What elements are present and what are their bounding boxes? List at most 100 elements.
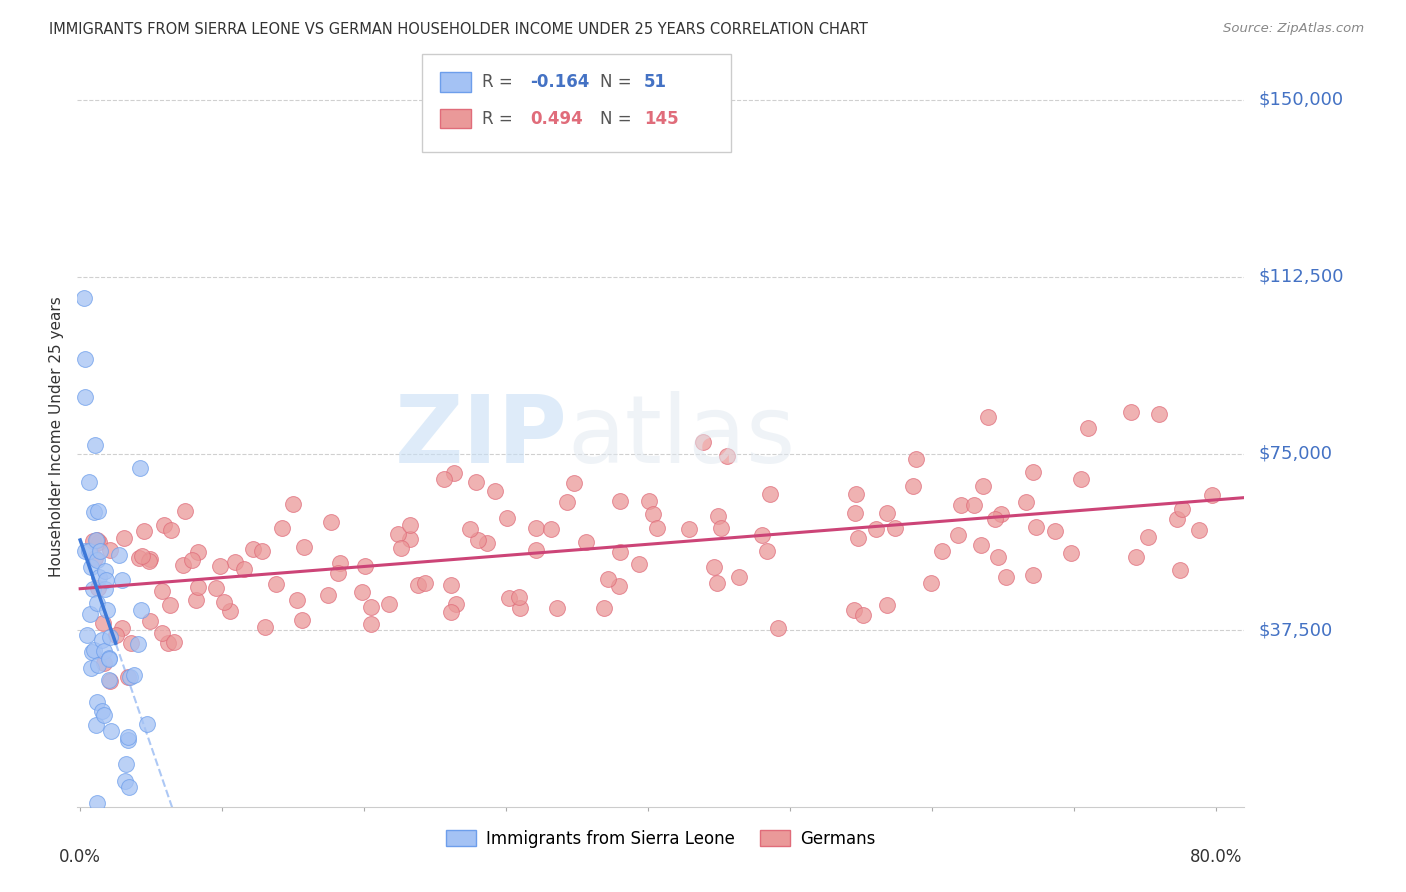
Point [852, 608, 875, 623]
Text: R =: R = [482, 110, 519, 128]
Point [972, 479, 994, 493]
Point [153, 517, 176, 532]
Point [87, 504, 110, 518]
Point [703, 560, 725, 574]
Point [118, 669, 141, 683]
Point [84, 438, 107, 452]
Point [360, 599, 382, 614]
Point [186, 593, 208, 607]
Point [93, 708, 115, 723]
Point [118, 780, 141, 794]
Point [214, 595, 236, 609]
Point [1025, 519, 1047, 533]
Point [1119, 405, 1142, 419]
Point [876, 598, 898, 612]
Point [86, 695, 108, 709]
Point [86, 553, 108, 567]
Point [328, 566, 350, 580]
Point [387, 527, 409, 541]
Point [73, 291, 96, 305]
Point [319, 515, 342, 529]
Point [287, 593, 309, 607]
Text: 80.0%: 80.0% [1189, 848, 1241, 866]
Point [984, 511, 1007, 525]
Point [1022, 568, 1045, 582]
Point [73, 390, 96, 404]
Point [1015, 495, 1038, 509]
Point [127, 637, 149, 651]
Point [399, 518, 422, 533]
Point [876, 506, 898, 520]
Text: N =: N = [600, 73, 637, 91]
Point [138, 554, 160, 568]
Point [107, 548, 129, 562]
Text: $112,500: $112,500 [1258, 268, 1344, 285]
Text: IMMIGRANTS FROM SIERRA LEONE VS GERMAN HOUSEHOLDER INCOME UNDER 25 YEARS CORRELA: IMMIGRANTS FROM SIERRA LEONE VS GERMAN H… [49, 22, 868, 37]
Point [80, 559, 103, 574]
Point [977, 409, 1000, 424]
Point [443, 466, 465, 480]
Point [609, 493, 631, 508]
Point [98, 630, 121, 644]
Point [844, 506, 866, 520]
Point [93, 656, 115, 670]
Point [163, 634, 186, 648]
Legend: Immigrants from Sierra Leone, Germans: Immigrants from Sierra Leone, Germans [440, 823, 882, 855]
Point [1188, 523, 1211, 537]
Point [139, 615, 162, 629]
Point [716, 449, 738, 463]
Point [883, 521, 905, 535]
Point [1077, 421, 1099, 435]
Point [1168, 564, 1191, 578]
Point [1136, 530, 1159, 544]
Text: $37,500: $37,500 [1258, 622, 1333, 640]
Text: atlas: atlas [568, 391, 796, 483]
Point [1125, 549, 1147, 564]
Point [139, 552, 162, 566]
Point [751, 527, 773, 541]
Point [1147, 408, 1170, 422]
Point [496, 510, 519, 524]
Point [905, 452, 928, 467]
Point [316, 589, 339, 603]
Point [87, 535, 110, 549]
Text: 0.494: 0.494 [530, 110, 583, 128]
Point [98, 543, 121, 558]
Point [75, 543, 97, 558]
Point [150, 625, 173, 640]
Point [1022, 465, 1045, 479]
Point [329, 556, 352, 570]
Point [117, 670, 139, 684]
Point [83, 505, 105, 519]
Point [129, 460, 152, 475]
Point [79, 607, 101, 622]
Point [593, 601, 616, 615]
Point [94, 565, 117, 579]
Point [844, 603, 866, 617]
Point [86, 796, 108, 810]
Point [352, 585, 374, 599]
Point [93, 616, 115, 631]
Point [498, 591, 520, 605]
Point [187, 544, 209, 558]
Text: Source: ZipAtlas.com: Source: ZipAtlas.com [1223, 22, 1364, 36]
Point [129, 602, 152, 616]
Point [84, 551, 107, 566]
Point [187, 580, 209, 594]
Point [645, 521, 668, 535]
Point [465, 475, 488, 489]
Text: 51: 51 [644, 73, 666, 91]
Point [250, 544, 273, 558]
Point [1043, 524, 1066, 539]
Point [156, 636, 179, 650]
Point [484, 483, 506, 498]
Y-axis label: Householder Income Under 25 years: Householder Income Under 25 years [49, 297, 65, 577]
Point [994, 569, 1017, 583]
Point [114, 773, 136, 788]
Point [1166, 511, 1188, 525]
Point [444, 597, 467, 611]
Point [115, 756, 138, 771]
Point [91, 704, 114, 718]
Point [281, 497, 304, 511]
Point [73, 352, 96, 367]
